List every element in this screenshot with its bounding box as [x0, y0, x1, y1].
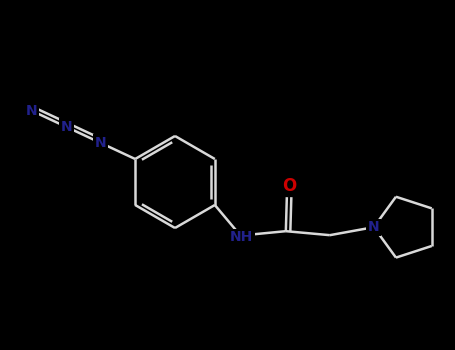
Text: O: O	[282, 177, 296, 195]
Text: N: N	[368, 220, 379, 234]
Text: N: N	[26, 104, 38, 118]
Text: NH: NH	[230, 230, 253, 244]
Text: N: N	[95, 136, 106, 150]
Text: N: N	[61, 120, 72, 134]
